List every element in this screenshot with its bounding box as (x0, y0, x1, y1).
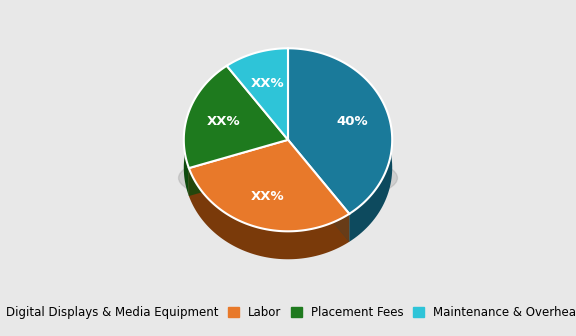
Polygon shape (349, 130, 392, 242)
PathPatch shape (288, 48, 392, 214)
PathPatch shape (227, 48, 288, 140)
Text: 40%: 40% (336, 115, 368, 128)
Text: XX%: XX% (250, 77, 284, 90)
PathPatch shape (189, 140, 349, 231)
Text: XX%: XX% (250, 190, 284, 203)
Polygon shape (189, 140, 288, 196)
Legend: Digital Displays & Media Equipment, Labor, Placement Fees, Maintenance & Overhea: Digital Displays & Media Equipment, Labo… (0, 306, 576, 319)
PathPatch shape (184, 66, 288, 168)
Polygon shape (288, 140, 349, 242)
Ellipse shape (179, 151, 397, 205)
Polygon shape (189, 168, 349, 259)
Text: XX%: XX% (207, 115, 240, 128)
Polygon shape (189, 140, 288, 196)
Polygon shape (288, 140, 349, 242)
Polygon shape (184, 129, 189, 196)
